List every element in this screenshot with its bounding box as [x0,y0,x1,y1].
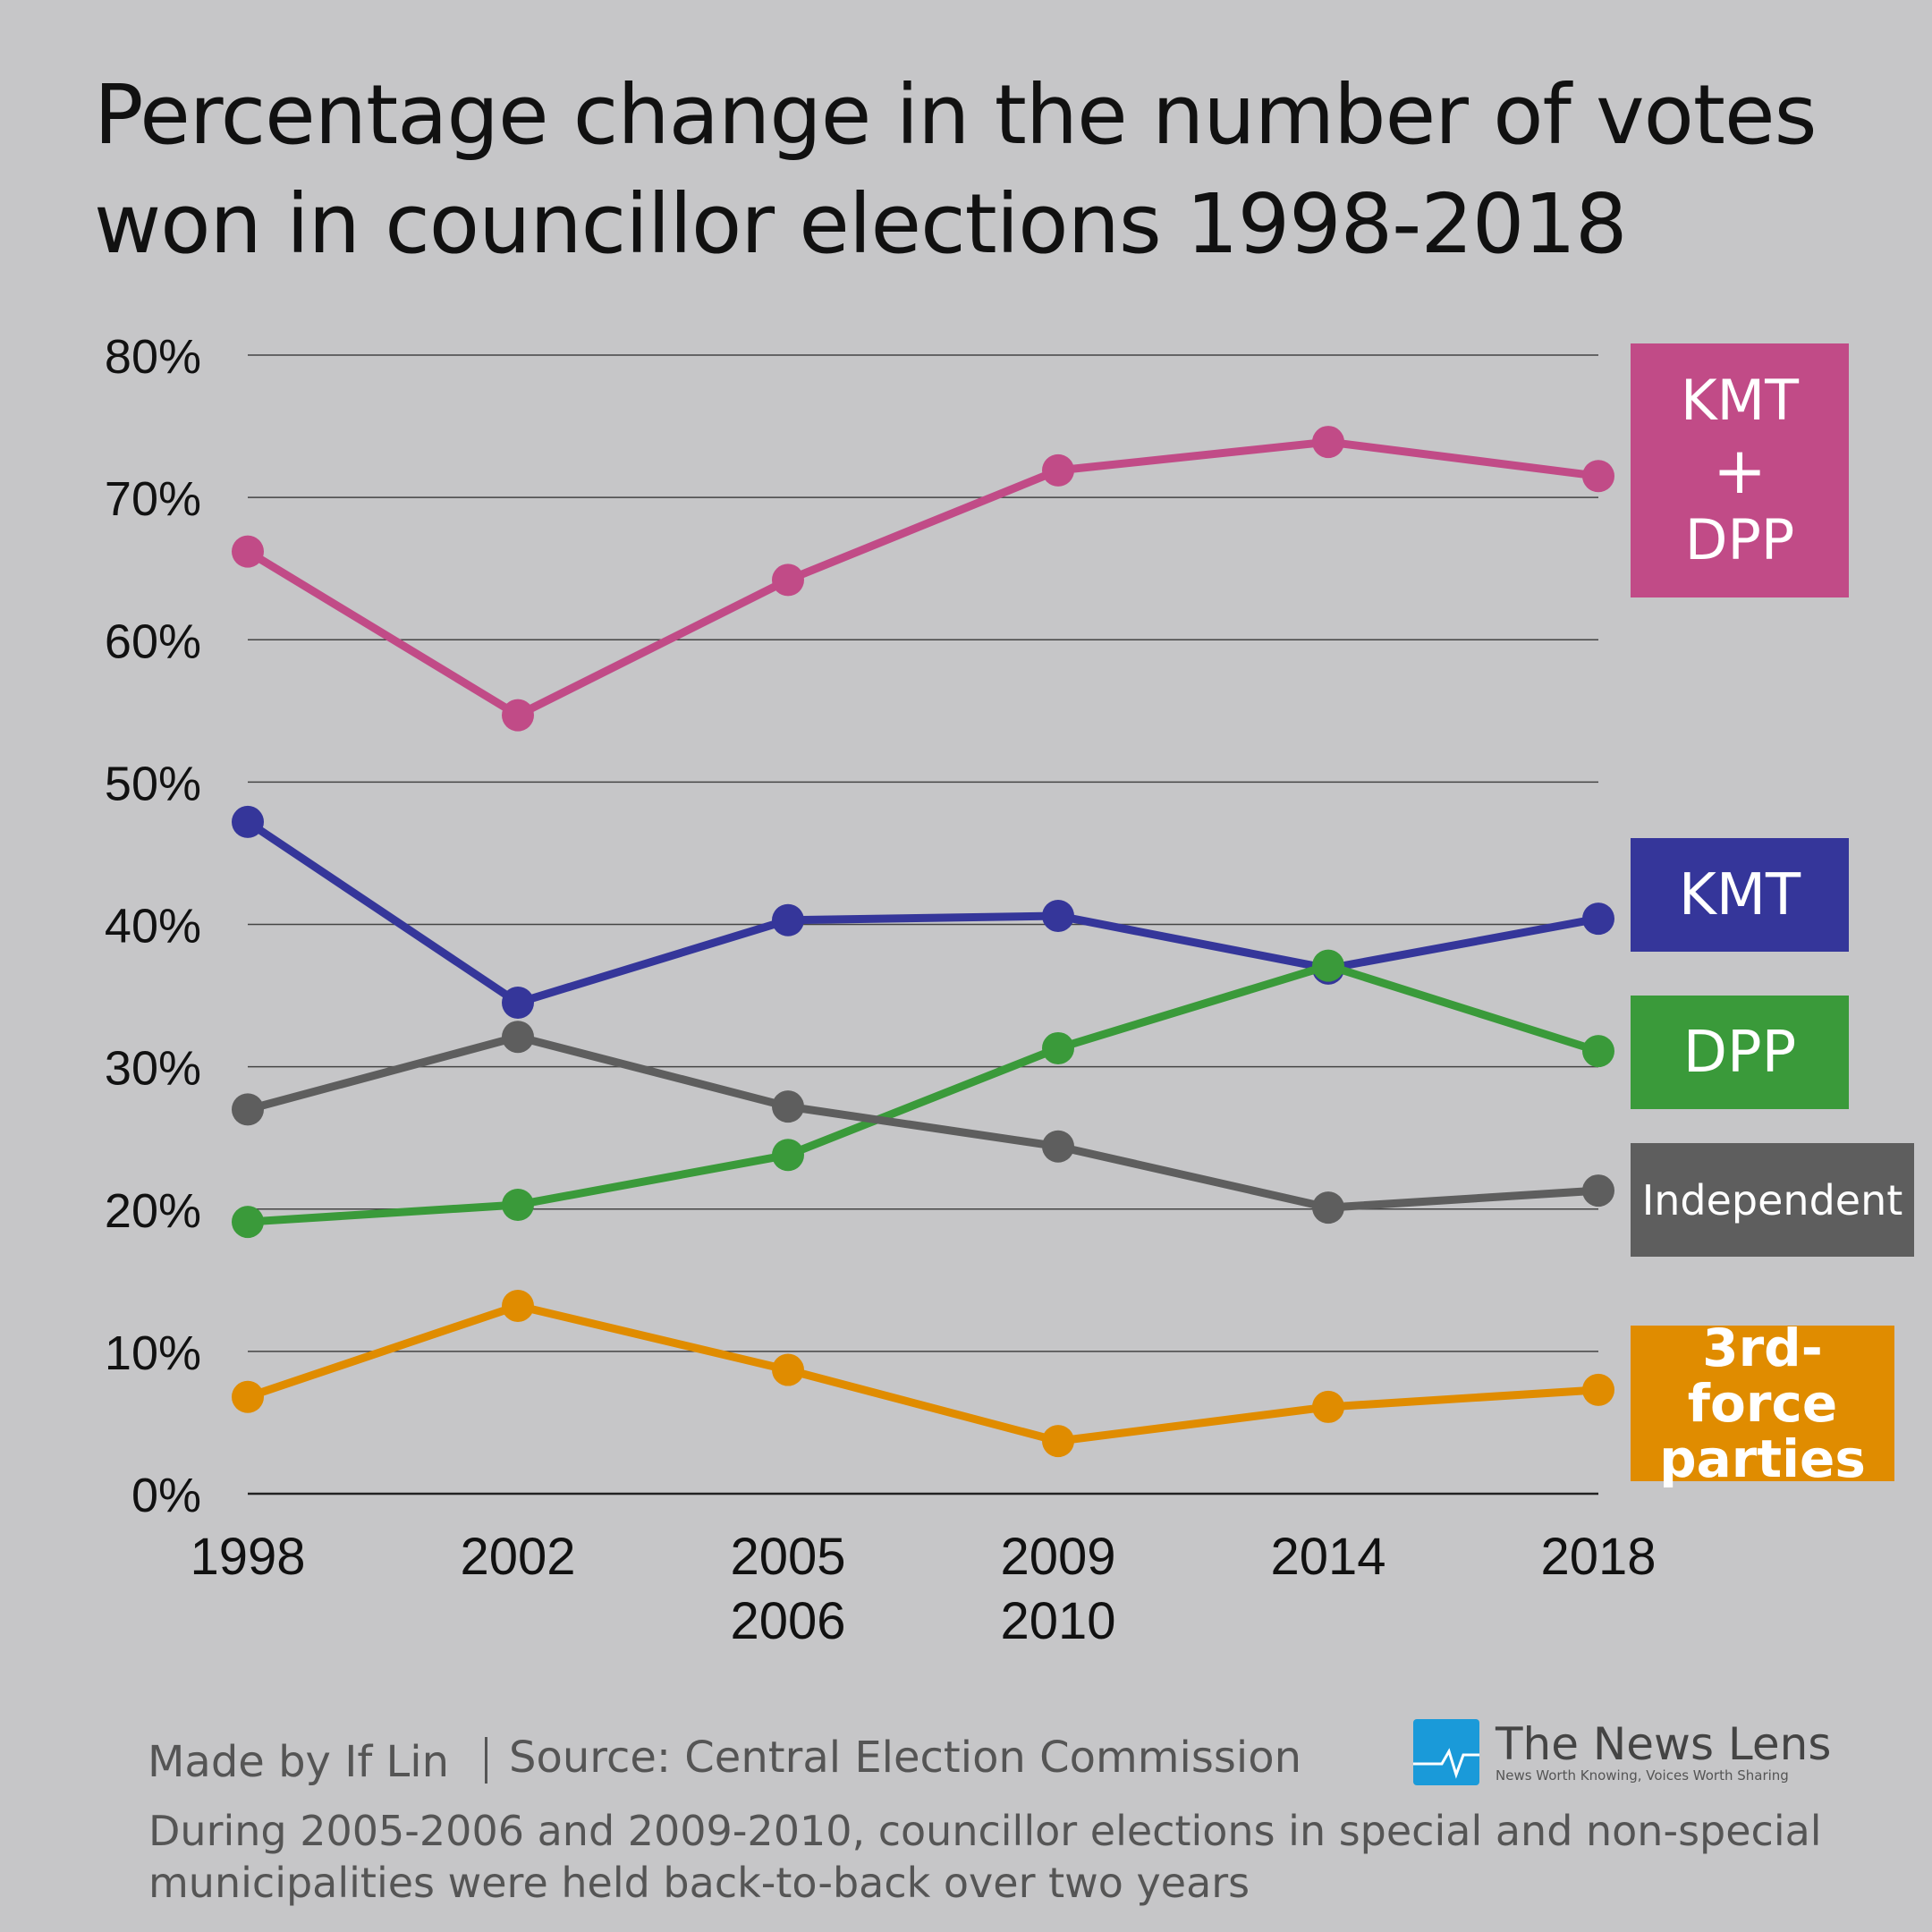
legend-label: 3rd-force [1687,1318,1838,1434]
data-point [1042,899,1074,932]
y-tick-label: 80% [105,330,201,384]
data-point [502,987,534,1020]
series-line [245,818,1599,1007]
x-tick-label: 1998 [190,1528,305,1586]
chart-title: Percentage change in the number of votes… [94,61,1818,279]
y-tick-label: 40% [105,900,201,953]
x-tick-label: 2006 [730,1592,845,1650]
x-tick-label: 2005 [730,1528,845,1586]
legend-label: DPP [1684,507,1795,572]
data-point [1582,1174,1614,1208]
footnote: During 2005-2006 and 2009-2010, councill… [148,1807,1822,1907]
logo-name: The News Lens [1496,1718,1832,1770]
x-tick-label: 2014 [1270,1528,1385,1586]
data-point [502,699,534,732]
x-tick-label: 2009 [1000,1528,1115,1586]
legend-dpp: DPP [1631,996,1849,1109]
data-point [1312,426,1344,459]
y-tick-label: 50% [105,757,201,810]
data-point [1312,1390,1344,1423]
y-tick-label: 30% [105,1042,201,1096]
data-point [1042,1425,1074,1458]
legend-label: parties [1659,1428,1866,1489]
data-point [232,1380,264,1413]
data-point [232,805,264,838]
series-line [246,1032,1599,1212]
legend-kmt-dpp: KMT + DPP [1631,343,1849,597]
pulse-icon [1413,1719,1479,1785]
data-point [772,903,804,936]
y-tick-label: 10% [105,1326,201,1380]
data-point [772,1090,804,1123]
title-line-2: won in councillor elections 1998-2018 [94,176,1628,272]
data-point [502,1289,534,1322]
x-tick-label: 2010 [1000,1592,1115,1650]
legend-label: DPP [1682,1019,1797,1086]
credit: Made by If Lin [148,1737,450,1787]
legend-label: KMT [1680,368,1800,433]
y-tick-label: 60% [105,614,201,668]
data-point [232,1206,264,1239]
legend-label: + [1712,433,1767,508]
news-lens-logo: The News Lens News Worth Knowing, Voices… [1413,1719,1831,1785]
data-point [1582,1373,1614,1406]
data-point [772,564,804,597]
data-point [1582,460,1614,493]
series-line [245,437,1599,720]
data-point [232,1093,264,1126]
data-point [1582,902,1614,936]
series-line [246,1301,1599,1445]
data-point [772,1353,804,1386]
data-point [1312,949,1344,982]
legend-independent: Independent [1631,1143,1914,1257]
footer-divider [485,1737,487,1784]
data-point [1582,1035,1614,1068]
data-point [1042,1031,1074,1064]
x-tick-label: 2002 [460,1528,575,1586]
data-point [502,1021,534,1054]
data-point [232,535,264,568]
x-tick-label: 2018 [1540,1528,1656,1586]
data-point [1042,453,1074,487]
title-line-1: Percentage change in the number of votes [94,67,1818,163]
source: Source: Central Election Commission [509,1733,1301,1783]
data-point [1042,1130,1074,1163]
logo-tagline: News Worth Knowing, Voices Worth Sharing [1496,1767,1789,1784]
y-tick-label: 20% [105,1184,201,1238]
legend-3rd-force: 3rd-force parties [1631,1320,1894,1487]
series-line [247,962,1600,1226]
legend-label: Independent [1641,1175,1903,1224]
data-point [772,1139,804,1172]
y-tick-label: 70% [105,472,201,526]
data-point [1312,1191,1344,1224]
y-tick-label: 0% [131,1469,201,1522]
legend-label: KMT [1678,861,1801,928]
legend-kmt: KMT [1631,838,1849,952]
line-chart: 0% 10% 20% 30% 40% 50% 60% 70% 80% 1998 2002 2005 20… [105,330,1657,1650]
data-point [502,1188,534,1221]
